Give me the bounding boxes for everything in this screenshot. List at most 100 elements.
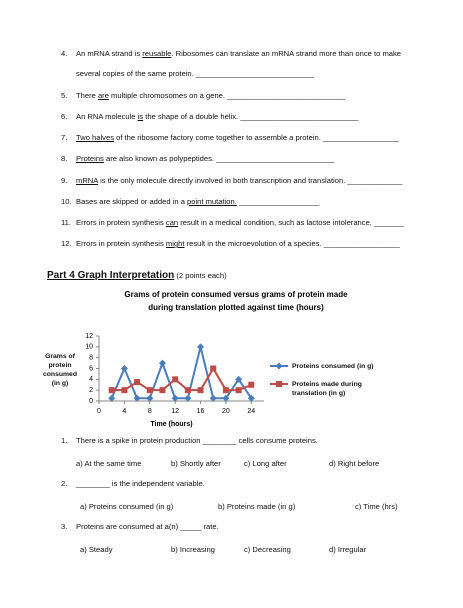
question-text: Proteins are consumed at a(n) _____ rate… — [76, 522, 219, 531]
item-text-part: multiple chromosomes on a gene. ________… — [108, 91, 346, 100]
question-text: There is a spike in protein production _… — [76, 436, 318, 445]
x-tick-label: 20 — [222, 408, 230, 415]
item-text: There are multiple chromosomes on a gene… — [76, 86, 426, 106]
item-text-part: is the only molecule directly involved i… — [97, 176, 403, 185]
data-point — [197, 343, 205, 351]
item-text: Proteins are also known as polypeptides.… — [76, 149, 426, 169]
answer-choice: d) Right before — [329, 459, 380, 468]
legend-label-text: Proteins consumed (in g) — [292, 362, 374, 370]
data-point — [197, 387, 204, 394]
data-point — [120, 365, 128, 372]
data-point — [172, 376, 179, 383]
data-point — [235, 387, 242, 394]
answer-choice: c) Time (hrs) — [355, 502, 398, 511]
data-point — [121, 387, 128, 394]
item-text: Bases are skipped or added in a point mu… — [76, 192, 426, 212]
section-heading: Part 4 Graph Interpretation (2 points ea… — [47, 266, 227, 286]
answer-choice: c) Long after — [244, 459, 287, 468]
x-tick-label: 8 — [148, 408, 152, 415]
item-text: Two halves of the ribosome factory come … — [76, 128, 426, 148]
item-text-part: There — [76, 91, 98, 100]
item-text-part: are — [97, 91, 109, 100]
item-number: 5. — [61, 91, 68, 100]
item-number: 8. — [61, 154, 68, 163]
item-text-part: of the ribosome factory come together to… — [114, 133, 399, 142]
data-point — [248, 381, 255, 388]
item-text-part: is — [137, 112, 144, 121]
question-number: 2. — [61, 479, 68, 488]
y-tick-label: 12 — [85, 333, 93, 340]
answer-choice: c) Decreasing — [244, 545, 291, 554]
x-tick-label: 24 — [247, 408, 255, 415]
chart-title: during translation plotted against time … — [148, 303, 324, 312]
legend-label-text: Proteins made during translation (in g) — [292, 380, 362, 397]
item-number: 4. — [61, 49, 68, 58]
answer-choice: a) Proteins consumed (in g) — [80, 502, 174, 511]
item-number: 9. — [61, 176, 68, 185]
data-point — [133, 394, 141, 402]
data-point — [247, 394, 255, 402]
legend-marker — [275, 362, 283, 370]
item-text-part: reusable — [142, 49, 172, 58]
data-point — [209, 394, 217, 402]
legend-label: Proteins made during translation (in g) — [292, 380, 387, 398]
item-text-part: Errors in protein synthesis — [76, 218, 166, 227]
legend-marker — [276, 381, 282, 387]
item-text-part: result in the microevolution of a specie… — [184, 239, 400, 248]
y-tick-label: 6 — [89, 365, 93, 372]
y-axis-label-text: Grams of protein consumed (in g) — [43, 353, 77, 387]
x-tick-label: 0 — [97, 408, 101, 415]
answer-choice: d) Irregular — [329, 545, 367, 554]
series-line — [110, 346, 253, 400]
item-text-part: might — [165, 239, 185, 248]
item-text-part: Proteins — [76, 154, 104, 163]
y-tick-label: 4 — [89, 376, 93, 383]
item-text: An mRNA strand is reusable. Ribosomes ca… — [76, 44, 426, 84]
data-point — [184, 394, 192, 402]
item-number: 12. — [61, 239, 72, 248]
item-text-part: the shape of a double helix. ___________… — [143, 112, 359, 121]
item-text-part: Errors in protein synthesis — [76, 239, 166, 248]
item-text-part: . Ribosomes can translate an mRNA strand… — [76, 49, 402, 78]
item-text: Errors in protein synthesis can result i… — [76, 213, 426, 233]
item-number: 11. — [61, 218, 71, 227]
item-number: 10. — [61, 197, 72, 206]
x-tick-label: 12 — [171, 408, 179, 415]
item-text: An RNA molecule is the shape of a double… — [76, 107, 426, 127]
data-point — [184, 387, 191, 394]
section-title: Part 4 Graph Interpretation — [47, 270, 175, 281]
x-axis-label: Time (hours) — [150, 421, 192, 428]
y-tick-label: 2 — [89, 387, 93, 394]
data-point — [222, 394, 230, 402]
item-text-part: ___________________ — [236, 197, 320, 206]
question-text: ________ is the independent variable. — [76, 479, 205, 488]
x-tick-label: 16 — [197, 408, 205, 415]
answer-choice: b) Increasing — [171, 545, 215, 554]
y-tick-label: 8 — [89, 355, 93, 362]
answer-choice: b) Proteins made (in g) — [218, 502, 296, 511]
data-point — [146, 394, 154, 402]
section-note: (2 points each) — [176, 271, 227, 280]
data-point — [235, 375, 243, 383]
data-point — [222, 387, 229, 394]
data-point — [158, 359, 166, 367]
answer-choice: a) Steady — [80, 545, 113, 554]
item-text-part: An RNA molecule — [76, 112, 138, 121]
x-tick-label: 4 — [122, 408, 126, 415]
answer-choice: b) Shortly after — [171, 459, 221, 468]
y-tick-label: 10 — [85, 344, 93, 351]
item-text: mRNA is the only molecule directly invol… — [76, 171, 426, 191]
y-tick-label: 0 — [89, 398, 93, 405]
question-number: 1. — [61, 436, 68, 445]
item-number: 6. — [61, 112, 68, 121]
legend-label: Proteins consumed (in g) — [292, 362, 387, 371]
y-axis-label: Grams of protein consumed (in g) — [38, 352, 82, 388]
item-text-part: can — [165, 218, 179, 227]
item-text: Errors in protein synthesis might result… — [76, 234, 426, 254]
item-text-part: are also known as polypeptides. ________… — [103, 154, 335, 163]
item-text-part: Two halves — [76, 133, 114, 142]
item-text-part: mRNA — [76, 176, 98, 185]
answer-choice: a) At the same time — [76, 459, 142, 468]
